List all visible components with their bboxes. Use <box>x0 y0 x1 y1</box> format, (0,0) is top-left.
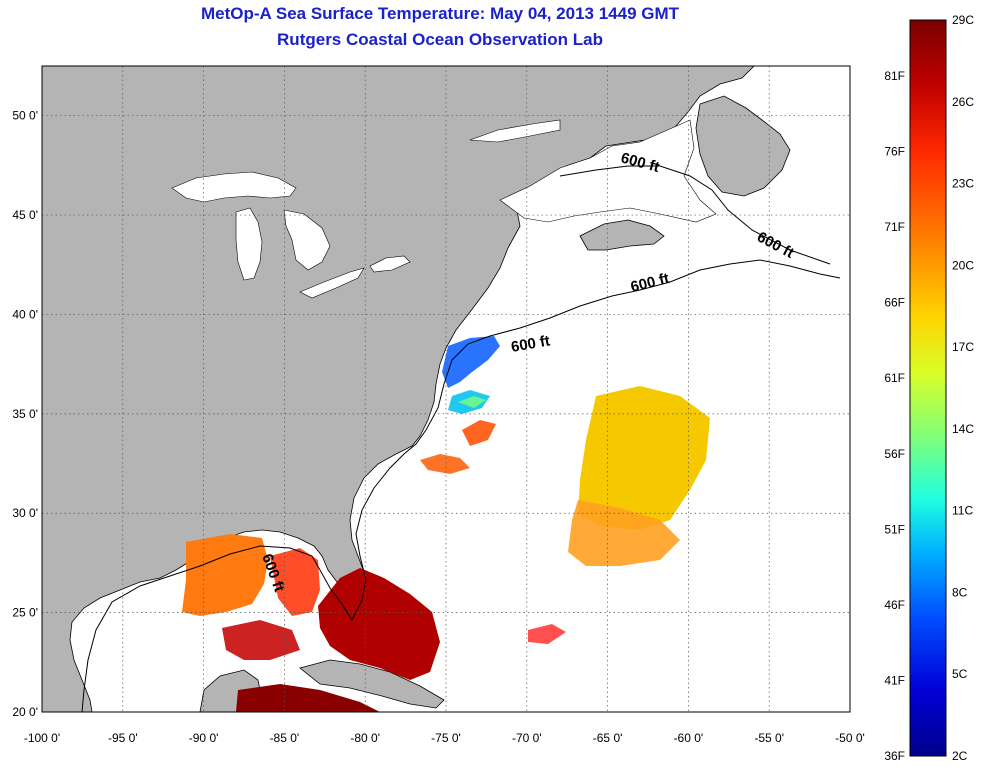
lat-tick-label: 30 0' <box>12 506 38 520</box>
colorbar-fahrenheit-label: 36F <box>884 749 905 763</box>
colorbar <box>909 19 947 757</box>
colorbar-fahrenheit-label: 76F <box>884 145 905 159</box>
lon-tick-label: -60 0' <box>674 731 704 745</box>
colorbar-fahrenheit-label: 41F <box>884 673 905 687</box>
nova-scotia <box>579 219 665 251</box>
lon-tick-label: -55 0' <box>754 731 784 745</box>
colorbar-celsius-label: 20C <box>952 258 974 272</box>
colorbar-celsius-label: 26C <box>952 95 974 109</box>
colorbar-fahrenheit-label: 61F <box>884 371 905 385</box>
lon-tick-label: -85 0' <box>270 731 300 745</box>
colorbar-celsius-label: 8C <box>952 585 968 599</box>
newfoundland <box>695 95 791 197</box>
map-subtitle: Rutgers Coastal Ocean Observation Lab <box>277 30 603 49</box>
lat-tick-label: 20 0' <box>12 705 38 719</box>
cuba <box>299 659 445 709</box>
latitude-axis: 20 0' 25 0' 30 0' 35 0' 40 0' 45 0' 50 0' <box>12 109 38 719</box>
map-frame <box>41 65 851 713</box>
lat-tick-label: 25 0' <box>12 606 38 620</box>
longitude-axis: -100 0' -95 0' -90 0' -85 0' -80 0' -75 0' -70… <box>24 731 865 745</box>
lon-tick-label: -50 0' <box>835 731 865 745</box>
lon-tick-label: -90 0' <box>189 731 219 745</box>
lon-tick-label: -95 0' <box>108 731 138 745</box>
lake-huron <box>283 209 331 271</box>
colorbar-labels: 29C 26C 23C 20C 17C 14C 11C 8C 5C 2C 81F 76F 71F 66F 6… <box>884 13 974 763</box>
colorbar-fahrenheit-label: 81F <box>884 69 905 83</box>
lat-tick-label: 45 0' <box>12 208 38 222</box>
lon-tick-label: -80 0' <box>350 731 380 745</box>
lon-tick-label: -65 0' <box>593 731 623 745</box>
colorbar-fahrenheit-label: 71F <box>884 220 905 234</box>
colorbar-celsius-label: 5C <box>952 667 968 681</box>
lake-ontario <box>369 255 411 273</box>
lon-tick-label: -75 0' <box>431 731 461 745</box>
map-title: MetOp-A Sea Surface Temperature: May 04,… <box>200 4 680 23</box>
depth-contour-600ft-shelf <box>559 165 831 265</box>
lon-tick-label: -70 0' <box>512 731 542 745</box>
colorbar-fahrenheit-label: 66F <box>884 296 905 310</box>
colorbar-celsius-label: 2C <box>952 749 968 763</box>
colorbar-fahrenheit-label: 51F <box>884 522 905 536</box>
colorbar-fahrenheit-label: 46F <box>884 598 905 612</box>
sst-data <box>182 336 710 712</box>
lon-tick-label: -100 0' <box>24 731 60 745</box>
lat-tick-label: 50 0' <box>12 109 38 123</box>
depth-label-4: 600 ft <box>510 332 552 356</box>
hudson-bay-edge <box>469 119 561 143</box>
colorbar-celsius-label: 29C <box>952 13 974 27</box>
colorbar-fahrenheit-label: 56F <box>884 447 905 461</box>
colorbar-celsius-label: 11C <box>952 504 973 518</box>
lat-tick-label: 40 0' <box>12 307 38 321</box>
colorbar-celsius-label: 14C <box>952 422 974 436</box>
colorbar-celsius-label: 17C <box>952 340 974 354</box>
lake-superior <box>171 171 297 203</box>
colorbar-celsius-label: 23C <box>952 177 974 191</box>
lat-tick-label: 35 0' <box>12 407 38 421</box>
depth-contour-600ft <box>81 259 841 712</box>
lake-erie <box>299 267 365 299</box>
